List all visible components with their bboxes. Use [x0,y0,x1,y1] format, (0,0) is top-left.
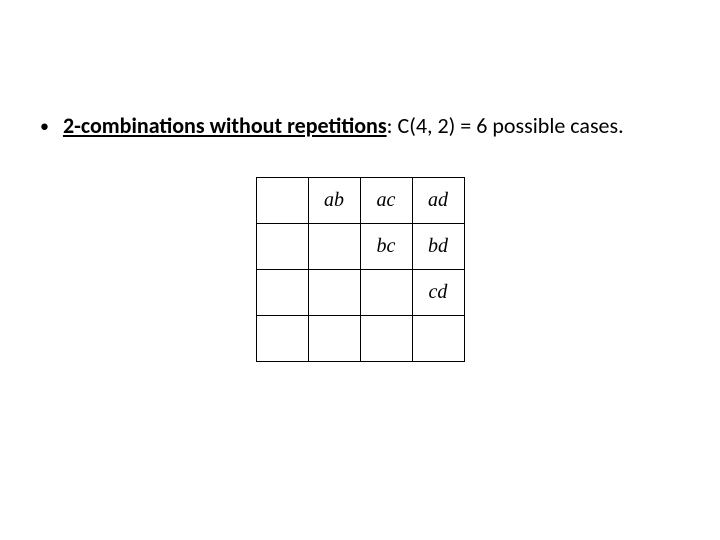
table-cell [256,315,308,361]
bullet-text: 2-combinations without repetitions: C(4,… [63,112,680,141]
table-cell [360,315,412,361]
bullet-item: • 2-combinations without repetitions: C(… [40,112,680,141]
table-row: cd [256,269,464,315]
table-cell: ac [360,177,412,223]
bullet-rest: : C(4, 2) = 6 possible cases. [387,112,624,139]
table-cell: ab [308,177,360,223]
table-cell [308,315,360,361]
table-cell [256,223,308,269]
table-cell [412,315,464,361]
slide-content: • 2-combinations without repetitions: C(… [0,0,720,362]
table-container: ab ac ad bc bd cd [40,177,680,362]
table-cell: ad [412,177,464,223]
table-cell [308,269,360,315]
table-cell [308,223,360,269]
table-cell: cd [412,269,464,315]
table-cell [256,269,308,315]
table-cell [256,177,308,223]
table-row [256,315,464,361]
bullet-bold: 2-combinations without repetitions [63,112,387,139]
table-row: bc bd [256,223,464,269]
table-cell: bd [412,223,464,269]
bullet-marker: • [40,115,49,138]
table-cell: bc [360,223,412,269]
table-cell [360,269,412,315]
table-row: ab ac ad [256,177,464,223]
combinations-table: ab ac ad bc bd cd [256,177,465,362]
